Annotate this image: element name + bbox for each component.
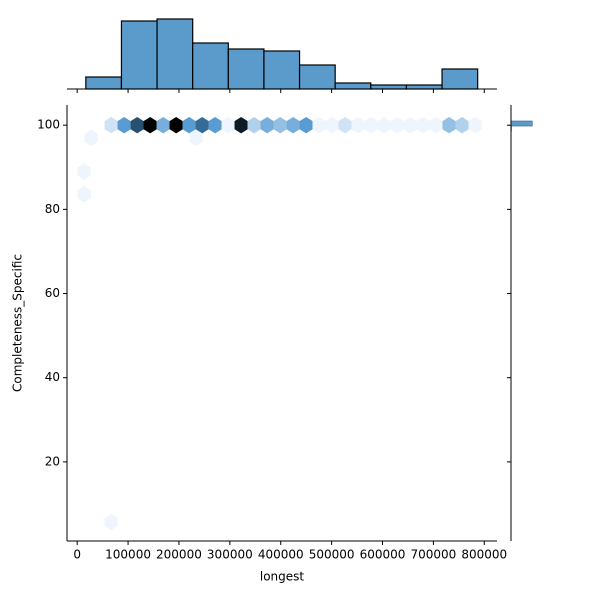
hexbin: [222, 117, 235, 133]
top-histogram-bar: [157, 19, 193, 89]
y-axis-label: Completeness_Specific: [11, 254, 25, 392]
hexbin: [417, 117, 430, 133]
top-histogram-bar: [335, 83, 371, 89]
hexbin: [209, 117, 222, 133]
y-tick-label: 100: [37, 118, 60, 132]
y-tick-label: 40: [45, 370, 60, 384]
y-tick-label: 60: [45, 286, 60, 300]
hexbin: [85, 130, 98, 146]
hexbin: [105, 514, 118, 530]
top-histogram-bar: [86, 77, 122, 89]
x-axis-label: longest: [260, 570, 305, 584]
hexbin: [78, 186, 91, 202]
x-tick-label: 800000: [461, 548, 507, 562]
right-histogram-bar: [511, 121, 532, 126]
top-histogram-bar: [442, 69, 478, 89]
hexbin: [131, 117, 144, 133]
hexbin: [312, 117, 325, 133]
hexbin: [339, 117, 352, 133]
hexbin: [118, 117, 131, 133]
hexbin: [455, 117, 468, 133]
hexbin: [144, 117, 157, 133]
hexbin: [105, 117, 118, 133]
hexbin: [235, 117, 248, 133]
hexbin: [248, 117, 261, 133]
hexbin: [274, 117, 287, 133]
x-tick-label: 400000: [258, 548, 304, 562]
hexbin: [78, 163, 91, 179]
hexbin: [442, 117, 455, 133]
hexbin: [326, 117, 339, 133]
top-histogram-bar: [406, 85, 442, 89]
x-tick-label: 700000: [410, 548, 456, 562]
hexbin: [261, 117, 274, 133]
top-histogram-bar: [371, 85, 407, 89]
hexbin: [468, 117, 481, 133]
top-histogram-bar: [193, 43, 229, 89]
hexbin: [170, 117, 183, 133]
x-tick-label: 600000: [360, 548, 406, 562]
hexbin: [403, 117, 416, 133]
x-tick-label: 0: [73, 548, 81, 562]
top-histogram-bar: [121, 21, 157, 89]
y-tick-label: 20: [45, 454, 60, 468]
hexbin: [365, 117, 378, 133]
x-tick-label: 200000: [156, 548, 202, 562]
hexbin: [183, 117, 196, 133]
hexbin: [377, 117, 390, 133]
top-histogram-bar: [264, 51, 300, 89]
hexbin: [352, 117, 365, 133]
y-tick-label: 80: [45, 202, 60, 216]
x-tick-label: 100000: [105, 548, 151, 562]
top-histogram-bar: [228, 49, 264, 89]
hexbin: [429, 117, 442, 133]
x-tick-label: 300000: [207, 548, 253, 562]
hexbin: [157, 117, 170, 133]
top-histogram-bar: [300, 65, 336, 89]
x-tick-label: 500000: [309, 548, 355, 562]
hexbin: [287, 117, 300, 133]
hexbin: [300, 117, 313, 133]
hexbin: [391, 117, 404, 133]
